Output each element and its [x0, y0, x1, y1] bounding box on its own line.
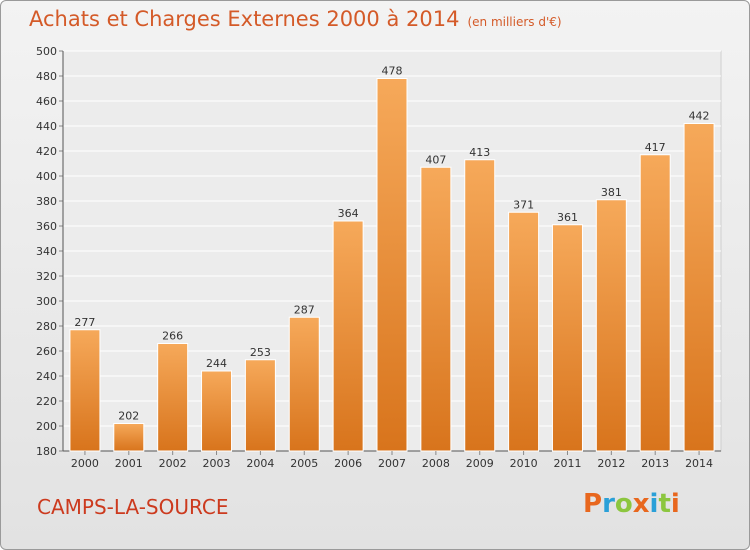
place-name: CAMPS-LA-SOURCE: [37, 495, 229, 519]
x-tick-label: 2014: [685, 457, 713, 470]
title-text: Achats et Charges Externes 2000 à 2014: [29, 7, 460, 31]
x-tick-label: 2002: [159, 457, 187, 470]
bar: [464, 159, 496, 452]
x-tick-label: 2005: [290, 457, 318, 470]
bar-value-label: 407: [425, 153, 446, 166]
y-tick-label: 180: [36, 445, 57, 458]
bar: [157, 343, 189, 452]
x-tick-label: 2012: [597, 457, 625, 470]
bar: [595, 199, 627, 452]
x-tick-label: 2013: [641, 457, 669, 470]
x-tick-label: 2008: [422, 457, 450, 470]
bar: [683, 123, 715, 452]
logo-letter: t: [658, 489, 671, 519]
logo-letter: o: [614, 489, 633, 519]
bar: [508, 211, 540, 452]
x-tick-label: 2004: [246, 457, 274, 470]
y-tick-label: 200: [36, 420, 57, 433]
logo-letter: P: [583, 489, 603, 519]
proxiti-logo: Proxiti: [583, 489, 680, 519]
y-tick-label: 300: [36, 295, 57, 308]
x-tick-label: 2006: [334, 457, 362, 470]
y-tick-label: 420: [36, 145, 57, 158]
bar-value-label: 478: [382, 65, 403, 78]
logo-letter: i: [649, 489, 659, 519]
bar: [551, 224, 583, 452]
bar-chart: 180 200 220 240 260 280 300 320 340 360 380 400 420 4…: [36, 45, 722, 470]
y-tick-label: 500: [36, 45, 57, 58]
bar-value-label: 253: [250, 346, 271, 359]
bar: [244, 359, 276, 452]
y-tick-label: 280: [36, 320, 57, 333]
logo-letter: i: [670, 489, 680, 519]
x-tick-label: 2003: [203, 457, 231, 470]
bar-value-label: 266: [162, 330, 183, 343]
bar: [420, 166, 452, 452]
y-tick-label: 220: [36, 395, 57, 408]
y-tick-label: 340: [36, 245, 57, 258]
bar-value-label: 442: [689, 110, 710, 123]
bar-value-label: 417: [645, 141, 666, 154]
logo-letter: x: [632, 489, 650, 519]
chart-title: Achats et Charges Externes 2000 à 2014 (e…: [29, 7, 562, 31]
bar: [639, 154, 671, 452]
bar: [376, 78, 408, 452]
x-tick-label: 2000: [71, 457, 99, 470]
bar: [332, 220, 364, 452]
bar-value-label: 202: [118, 410, 139, 423]
y-tick-label: 260: [36, 345, 57, 358]
bar: [113, 423, 145, 452]
y-tick-label: 460: [36, 95, 57, 108]
bar-value-label: 371: [513, 198, 534, 211]
unit-label: (en milliers d'€): [467, 15, 562, 29]
y-tick-label: 380: [36, 195, 57, 208]
bar-value-label: 287: [294, 303, 315, 316]
x-tick-label: 2001: [115, 457, 143, 470]
bar-value-label: 361: [557, 211, 578, 224]
y-tick-label: 400: [36, 170, 57, 183]
x-tick-label: 2010: [510, 457, 538, 470]
y-tick-label: 320: [36, 270, 57, 283]
bar-value-label: 381: [601, 186, 622, 199]
logo-letter: r: [602, 489, 615, 519]
bar-value-label: 277: [74, 316, 95, 329]
bar-value-label: 364: [338, 207, 359, 220]
bar-value-label: 244: [206, 357, 227, 370]
x-tick-label: 2011: [553, 457, 581, 470]
y-tick-label: 240: [36, 370, 57, 383]
bar: [69, 329, 101, 452]
y-tick-label: 440: [36, 120, 57, 133]
x-tick-label: 2009: [466, 457, 494, 470]
bar: [201, 370, 233, 452]
y-tick-label: 360: [36, 220, 57, 233]
y-tick-label: 480: [36, 70, 57, 83]
x-tick-label: 2007: [378, 457, 406, 470]
bar: [288, 316, 320, 452]
bar-value-label: 413: [469, 146, 490, 159]
